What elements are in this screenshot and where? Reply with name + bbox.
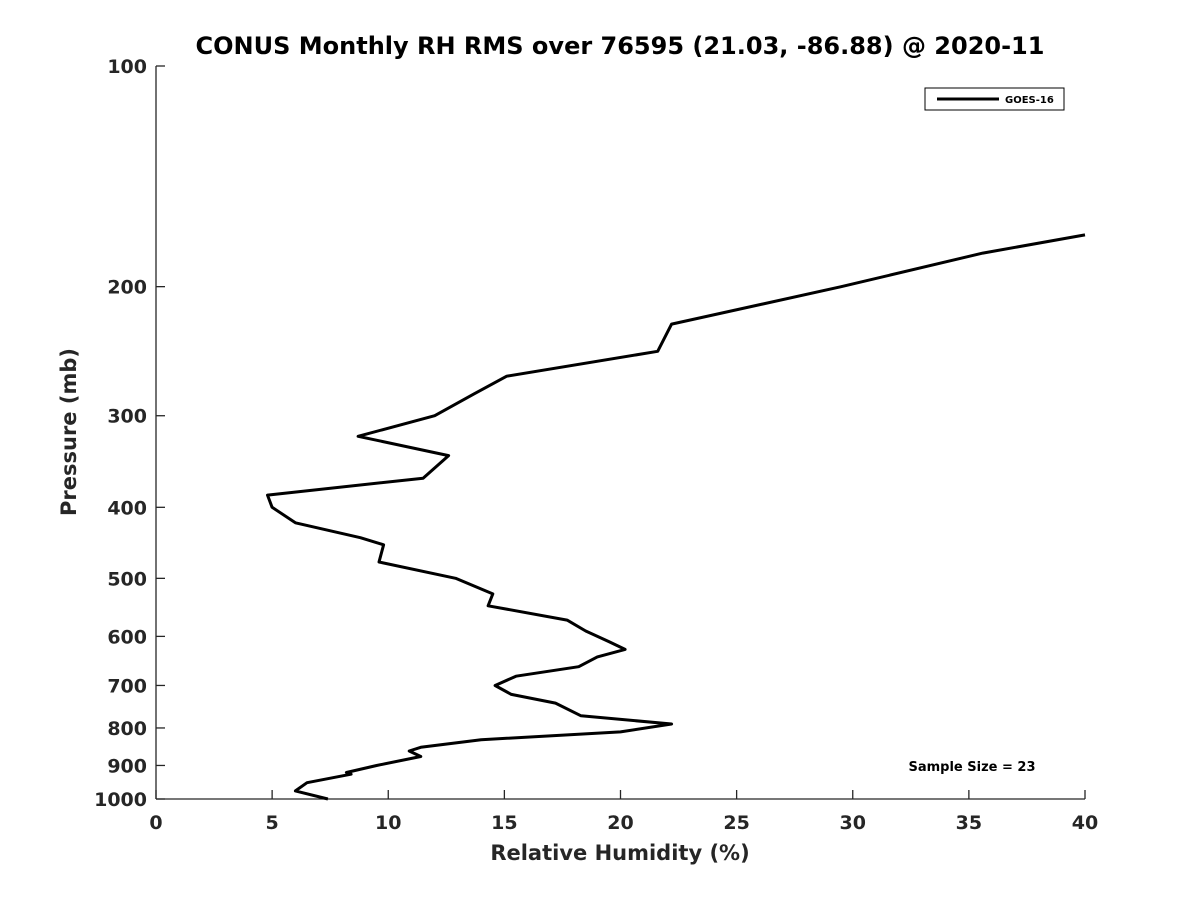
x-tick-label: 5 bbox=[266, 812, 279, 834]
y-tick-label: 100 bbox=[107, 56, 147, 78]
y-tick-label: 1000 bbox=[94, 789, 147, 811]
chart-title: CONUS Monthly RH RMS over 76595 (21.03, … bbox=[196, 32, 1045, 60]
y-tick-label: 900 bbox=[107, 755, 147, 777]
x-tick-label: 30 bbox=[840, 812, 866, 834]
x-axis-ticks: 0 5 10 15 20 25 30 35 40 bbox=[149, 790, 1098, 834]
x-tick-label: 10 bbox=[375, 812, 401, 834]
x-tick-label: 20 bbox=[607, 812, 633, 834]
y-tick-label: 800 bbox=[107, 718, 147, 740]
x-axis-title: Relative Humidity (%) bbox=[490, 841, 749, 865]
plot-area: 0 5 10 15 20 25 30 35 40 100 200 300 400 500 600 700 80… bbox=[94, 56, 1098, 834]
legend: GOES-16 bbox=[924, 87, 1065, 111]
x-tick-label: 40 bbox=[1072, 812, 1098, 834]
y-axis-title: Pressure (mb) bbox=[57, 348, 81, 516]
x-tick-label: 35 bbox=[956, 812, 982, 834]
x-tick-label: 0 bbox=[149, 812, 162, 834]
y-tick-label: 400 bbox=[107, 497, 147, 519]
series-group bbox=[266, 233, 1086, 801]
y-axis-ticks: 100 200 300 400 500 600 700 800 900 1000 bbox=[94, 56, 165, 811]
y-tick-label: 300 bbox=[107, 406, 147, 428]
y-tick-label: 700 bbox=[107, 675, 147, 697]
sample-size-annotation: Sample Size = 23 bbox=[908, 760, 1035, 775]
x-tick-label: 15 bbox=[491, 812, 517, 834]
y-tick-label: 200 bbox=[107, 277, 147, 299]
y-tick-label: 500 bbox=[107, 568, 147, 590]
legend-label-goes-16: GOES-16 bbox=[1005, 95, 1054, 106]
series-line-goes-16 bbox=[266, 233, 1086, 801]
y-tick-label: 600 bbox=[107, 626, 147, 648]
x-tick-label: 25 bbox=[723, 812, 749, 834]
